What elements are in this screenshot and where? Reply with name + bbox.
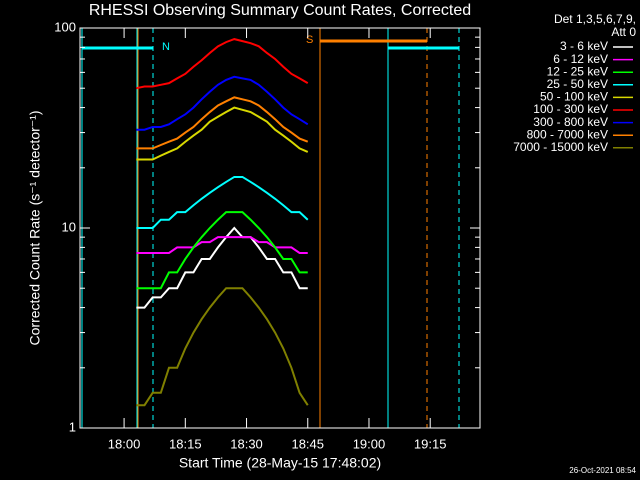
legend-title: Att 0 [611,25,636,39]
y-tick-label: 100 [54,19,76,34]
legend-label: 12 - 25 keV [547,64,608,78]
y-tick-label: 1 [69,419,76,434]
series-line [136,226,308,309]
x-tick-label: 19:00 [353,436,386,451]
legend-label: 6 - 12 keV [553,52,608,66]
flag-label: N [162,41,170,53]
series-line [136,75,309,131]
x-tick-label: 18:15 [169,436,202,451]
series-line [136,211,308,290]
chart-title: RHESSI Observing Summary Count Rates, Co… [89,2,471,19]
legend-label: 25 - 50 keV [547,77,608,91]
legend-label: 300 - 800 keV [533,115,608,129]
legend-title: Det 1,3,5,6,7,9, [554,12,636,26]
series-line [136,175,309,229]
footer: 26-Oct-2021 08:54 [569,466,636,475]
series-line [136,287,309,407]
x-tick-label: 18:00 [108,436,141,451]
legend-label: 800 - 7000 keV [527,127,608,141]
legend-label: 50 - 100 keV [540,90,608,104]
x-tick-label: 18:30 [230,436,263,451]
y-axis-label: Corrected Count Rate (s⁻¹ detector⁻¹) [27,111,43,346]
legend-label: 7000 - 15000 keV [513,140,608,154]
x-tick-label: 19:15 [414,436,447,451]
series-line [136,236,308,254]
series-line [136,96,309,150]
x-axis-label: Start Time (28-May-15 17:48:02) [179,455,381,471]
legend-label: 100 - 300 keV [533,102,608,116]
x-tick-label: 18:45 [291,436,324,451]
legend-label: 3 - 6 keV [560,39,608,53]
y-tick-label: 10 [62,219,76,234]
series-line [136,106,309,161]
series-line [136,38,309,90]
flag-label: S [306,34,313,46]
